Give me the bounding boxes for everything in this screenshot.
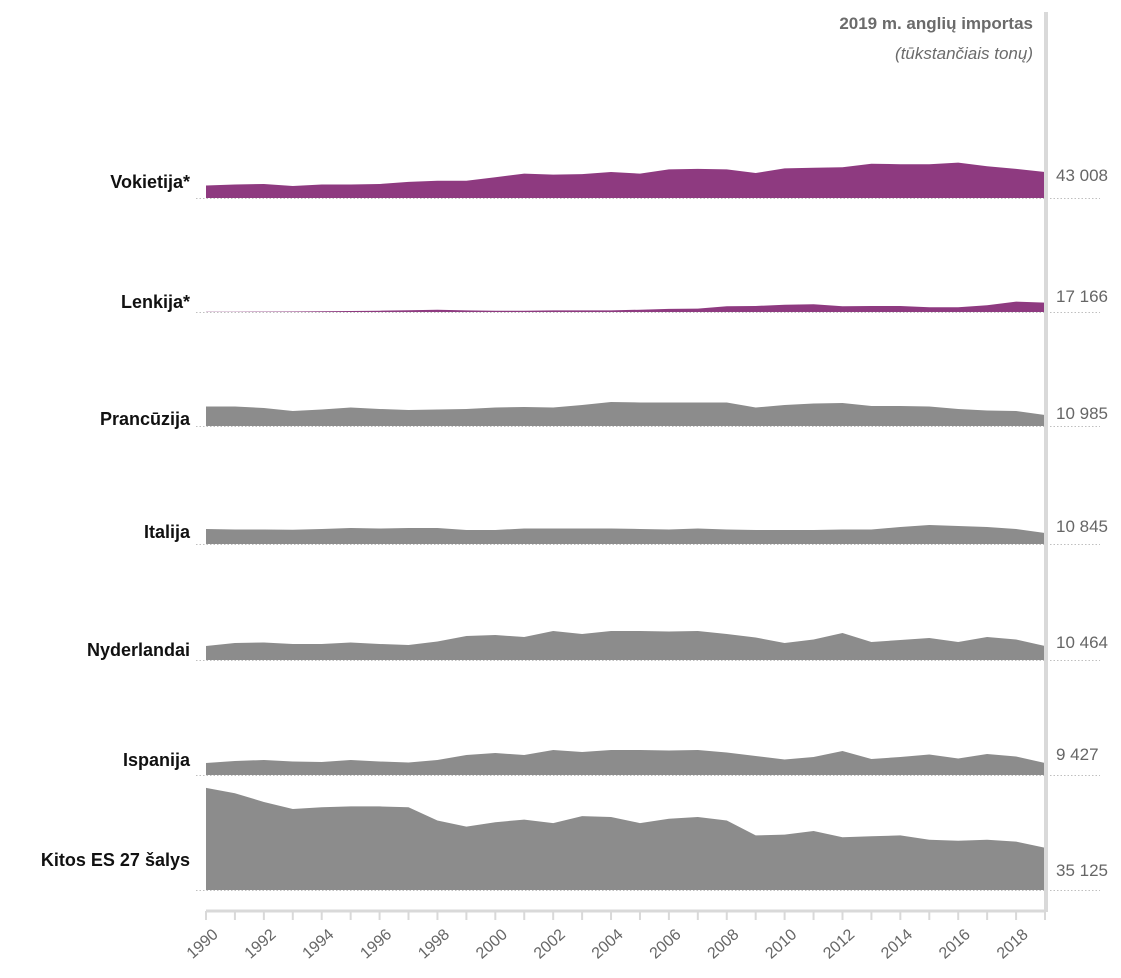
- series-area: [206, 750, 1045, 775]
- series-area: [206, 402, 1045, 426]
- x-tick-label: 2008: [705, 926, 743, 963]
- series-area: [206, 788, 1045, 890]
- series-name-label: Ispanija: [123, 750, 191, 770]
- series-value-label: 10 464: [1056, 633, 1108, 652]
- series-value-label: 43 008: [1056, 166, 1108, 185]
- series-area: [206, 163, 1045, 198]
- series-name-label: Vokietija*: [110, 172, 190, 192]
- series-value-label: 17 166: [1056, 287, 1108, 306]
- x-tick-label: 2002: [531, 926, 569, 963]
- series-value-label: 35 125: [1056, 861, 1108, 880]
- x-tick-label: 1996: [357, 926, 395, 963]
- series-name-label: Nyderlandai: [87, 640, 190, 660]
- x-tick-label: 1998: [415, 926, 453, 963]
- series-group-4: Italija 10 845: [144, 517, 1108, 545]
- x-tick-label: 2000: [473, 926, 511, 963]
- x-tick-label: 1990: [184, 926, 222, 963]
- series-name-label: Lenkija*: [121, 292, 190, 312]
- series-group-5: Nyderlandai 10 464: [87, 631, 1108, 661]
- x-tick-label: 2014: [878, 926, 916, 963]
- series-value-label: 10 845: [1056, 517, 1108, 536]
- x-tick-label: 2018: [994, 926, 1032, 963]
- x-tick-label: 2012: [820, 926, 858, 963]
- series-group-3: Prancūzija 10 985: [100, 402, 1108, 429]
- x-tick-label: 1994: [300, 926, 338, 963]
- series-name-label: Kitos ES 27 šalys: [41, 850, 190, 870]
- series-group-7: Kitos ES 27 šalys 35 125: [41, 788, 1108, 891]
- series-value-label: 9 427: [1056, 745, 1099, 764]
- series-group-1: Vokietija* 43 008: [110, 163, 1108, 199]
- series-name-label: Prancūzija: [100, 409, 191, 429]
- series-area: [206, 631, 1045, 660]
- x-tick-label: 2004: [589, 926, 627, 963]
- x-tick-label: 2010: [762, 926, 800, 963]
- x-tick-label: 2016: [936, 926, 974, 963]
- x-tick-label: 1992: [242, 926, 280, 963]
- series-value-label: 10 985: [1056, 404, 1108, 423]
- series-area: [206, 525, 1045, 544]
- series-name-label: Italija: [144, 522, 191, 542]
- series-group-6: Ispanija 9 427: [123, 745, 1100, 776]
- series-group-2: Lenkija* 17 166: [121, 287, 1108, 313]
- x-tick-label: 2006: [647, 926, 685, 963]
- series-area: [206, 302, 1045, 312]
